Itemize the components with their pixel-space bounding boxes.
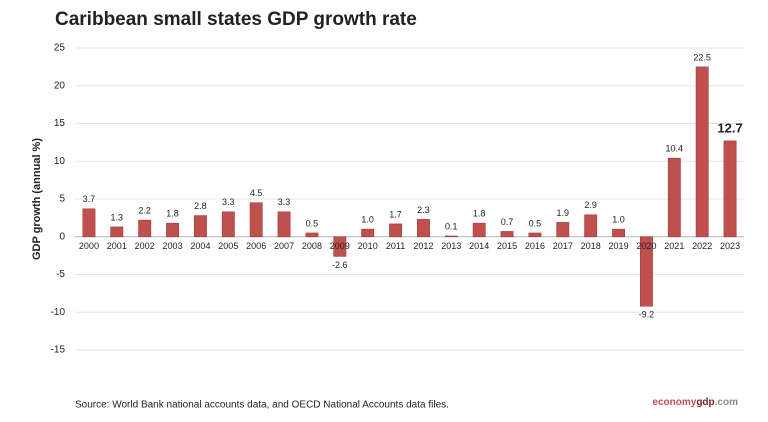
y-tick-label: 20: [54, 80, 66, 91]
value-label: 1.0: [612, 215, 625, 225]
x-tick-label: 2012: [413, 241, 433, 251]
value-label: 1.8: [473, 209, 486, 219]
x-tick-label: 2002: [135, 241, 155, 251]
logo-part: economy: [652, 397, 696, 408]
bar: [221, 211, 235, 238]
bar: [389, 223, 402, 238]
x-tick-label: 2007: [274, 241, 294, 251]
x-tick-label: 2021: [664, 241, 684, 251]
x-tick-label: 2019: [609, 241, 629, 251]
bar: [556, 222, 570, 238]
bar: [723, 140, 737, 238]
value-label: 4.5: [250, 188, 263, 198]
value-label: -9.2: [639, 310, 655, 320]
y-tick-label: 0: [59, 231, 65, 242]
bar: [612, 228, 625, 238]
x-tick-label: 2001: [107, 241, 127, 251]
bar: [277, 211, 291, 238]
value-label: 0.5: [306, 218, 319, 228]
bar: [138, 219, 152, 238]
value-label: 0.1: [445, 221, 458, 231]
x-tick-label: 2015: [497, 241, 517, 251]
value-label: 2.9: [584, 200, 597, 210]
chart-title: Caribbean small states GDP growth rate: [55, 9, 417, 30]
x-tick-label: 2006: [246, 241, 266, 251]
bar: [584, 214, 598, 238]
value-label: 2.2: [138, 206, 151, 216]
value-label: 3.7: [83, 194, 96, 204]
y-tick-label: -15: [51, 345, 66, 356]
value-label: 3.3: [222, 197, 235, 207]
x-tick-label: 2020: [636, 241, 656, 251]
value-label: 0.5: [529, 218, 542, 228]
value-label: 2.8: [194, 201, 207, 211]
bar: [528, 232, 542, 238]
x-tick-label: 2003: [163, 241, 183, 251]
value-label: 1.3: [111, 212, 124, 222]
logo: economygdp.com: [652, 397, 738, 408]
value-label: 1.9: [557, 208, 570, 218]
bar: [500, 231, 514, 238]
x-tick-label: 2013: [441, 241, 461, 251]
x-tick-label: 2009: [330, 241, 350, 251]
logo-part: .com: [715, 397, 738, 408]
y-tick-label: -5: [56, 269, 65, 280]
x-tick-label: 2011: [386, 241, 405, 251]
bar: [110, 226, 124, 238]
bar: [361, 228, 375, 238]
x-tick-label: 2005: [218, 241, 238, 251]
y-tick-label: 15: [54, 118, 66, 129]
bar: [305, 232, 319, 238]
bar: [82, 208, 96, 238]
x-tick-label: 2008: [302, 241, 322, 251]
bar: [166, 222, 179, 238]
x-tick-label: 2017: [553, 241, 573, 251]
value-label: 2.3: [417, 205, 430, 215]
y-tick-label: 10: [54, 156, 66, 167]
y-tick-label: -10: [51, 307, 66, 318]
x-tick-label: 2010: [358, 241, 378, 251]
y-tick-label: 25: [54, 43, 66, 54]
x-tick-label: 2016: [525, 241, 545, 251]
value-label: 10.4: [666, 144, 684, 154]
value-label: -2.6: [332, 260, 348, 270]
bar: [667, 157, 681, 238]
bar: [333, 236, 347, 257]
bar: [417, 219, 430, 238]
x-tick-label: 2022: [692, 241, 712, 251]
bar: [249, 202, 263, 238]
value-label: 1.0: [361, 215, 374, 225]
value-label: 3.3: [278, 197, 291, 207]
value-label: 0.7: [501, 217, 514, 227]
value-label: 22.5: [693, 52, 711, 62]
y-tick-label: 5: [59, 194, 65, 205]
x-tick-label: 2004: [190, 241, 210, 251]
x-tick-label: 2023: [720, 241, 740, 251]
logo-part: gdp: [696, 397, 714, 408]
bar: [472, 222, 486, 238]
x-tick-label: 2014: [469, 241, 489, 251]
bar: [695, 66, 709, 238]
bar: [640, 236, 653, 307]
source-note: Source: World Bank national accounts dat…: [75, 400, 449, 411]
x-tick-label: 2000: [79, 241, 99, 251]
x-tick-label: 2018: [581, 241, 601, 251]
y-axis-label: GDP growth (annual %): [31, 138, 43, 260]
bar: [194, 215, 207, 238]
value-label: 1.7: [389, 209, 402, 219]
value-label: 1.8: [166, 209, 179, 219]
bar: [444, 235, 458, 238]
value-label: 12.7: [717, 120, 742, 135]
